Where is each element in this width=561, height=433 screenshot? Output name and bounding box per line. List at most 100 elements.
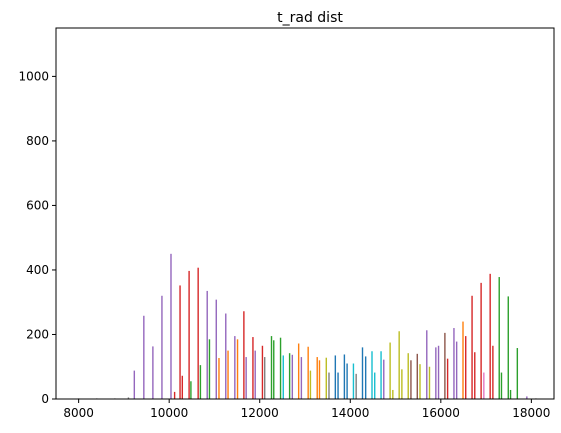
- bar-82: [507, 296, 509, 399]
- bar-27: [254, 350, 256, 399]
- bar-34: [288, 353, 291, 399]
- y-tick-label-3: 600: [26, 198, 49, 212]
- bar-61: [410, 360, 412, 399]
- bar-37: [300, 357, 303, 399]
- chart-title: t_rad dist: [277, 10, 343, 26]
- plot-frame: [55, 27, 555, 400]
- bar-6: [152, 346, 154, 399]
- bar-69: [446, 358, 449, 399]
- bar-62: [416, 353, 418, 399]
- bar-79: [492, 345, 494, 399]
- bar-53: [374, 372, 376, 399]
- bar-60: [407, 353, 409, 399]
- bar-7: [161, 295, 163, 399]
- bar-8: [170, 253, 172, 399]
- bar-28: [261, 345, 264, 399]
- x-tick-label-2: 12000: [241, 406, 279, 420]
- x-axis: 8000 10000 12000 14000 16000 18000: [63, 399, 550, 420]
- bar-73: [465, 336, 467, 399]
- bar-11: [181, 375, 184, 399]
- bar-19: [218, 358, 220, 399]
- bar-30: [270, 336, 273, 399]
- bar-22: [234, 336, 236, 399]
- y-tick-label-0: 0: [41, 392, 49, 406]
- bar-13: [190, 381, 192, 399]
- bar-80: [498, 277, 500, 399]
- bar-24: [243, 311, 245, 399]
- bar-14: [197, 267, 199, 399]
- bar-54: [380, 351, 382, 399]
- bar-29: [264, 357, 266, 399]
- x-tick-label-1: 10000: [150, 406, 188, 420]
- bar-71: [455, 341, 458, 399]
- bar-51: [364, 356, 367, 399]
- bar-36: [297, 343, 300, 399]
- bar-55: [383, 359, 385, 399]
- bar-56: [389, 342, 391, 399]
- bar-64: [426, 330, 428, 399]
- y-tick-label-1: 200: [26, 327, 49, 341]
- bar-85: [526, 396, 528, 399]
- bar-66: [435, 347, 437, 399]
- bar-68: [444, 332, 446, 399]
- bar-group: [77, 253, 537, 399]
- bar-77: [483, 372, 485, 399]
- bar-65: [428, 366, 431, 399]
- bar-15: [199, 365, 202, 399]
- bar-57: [392, 389, 394, 399]
- bar-16: [206, 290, 208, 399]
- bar-9: [173, 391, 176, 399]
- bar-4: [133, 370, 136, 399]
- bar-59: [401, 369, 403, 399]
- bar-25: [245, 357, 247, 399]
- bar-32: [279, 337, 282, 399]
- x-tick-label-5: 18000: [512, 406, 550, 420]
- bar-75: [474, 352, 476, 399]
- bar-81: [500, 372, 503, 399]
- y-tick-label-5: 1000: [18, 69, 49, 83]
- bar-52: [371, 351, 373, 399]
- bar-78: [489, 273, 491, 399]
- y-tick-label-2: 400: [26, 263, 49, 277]
- bar-39: [309, 370, 312, 399]
- y-tick-label-4: 800: [26, 134, 49, 148]
- bar-76: [480, 282, 482, 399]
- bar-43: [328, 372, 330, 399]
- bar-41: [318, 360, 321, 399]
- bar-74: [471, 295, 473, 399]
- bar-23: [236, 339, 239, 399]
- y-axis: 0 200 400 600 800 1000: [18, 69, 56, 406]
- bar-48: [352, 363, 355, 399]
- x-tick-label-4: 16000: [422, 406, 460, 420]
- bar-83: [509, 389, 512, 399]
- bar-10: [179, 285, 181, 399]
- bar-3: [127, 397, 130, 399]
- bar-42: [325, 357, 327, 399]
- bar-40: [316, 357, 318, 399]
- bar-33: [282, 355, 284, 399]
- bar-44: [334, 355, 337, 399]
- bar-21: [227, 350, 229, 399]
- bar-72: [462, 321, 464, 399]
- bar-70: [453, 328, 455, 399]
- bar-17: [208, 339, 211, 399]
- bar-18: [215, 299, 217, 399]
- bar-50: [361, 347, 364, 399]
- bar-38: [307, 346, 309, 399]
- x-tick-label-0: 8000: [63, 406, 94, 420]
- bar-12: [188, 270, 190, 399]
- bar-84: [516, 348, 519, 399]
- bar-31: [273, 340, 275, 399]
- bar-63: [419, 364, 421, 399]
- bar-49: [355, 373, 357, 399]
- x-tick-label-3: 14000: [331, 406, 369, 420]
- bar-47: [346, 363, 348, 399]
- bar-20: [225, 313, 227, 399]
- bar-35: [291, 354, 294, 399]
- bar-46: [343, 354, 346, 399]
- bar-45: [337, 372, 339, 399]
- bar-5: [143, 315, 145, 399]
- bar-67: [437, 345, 440, 399]
- bar-58: [398, 331, 400, 399]
